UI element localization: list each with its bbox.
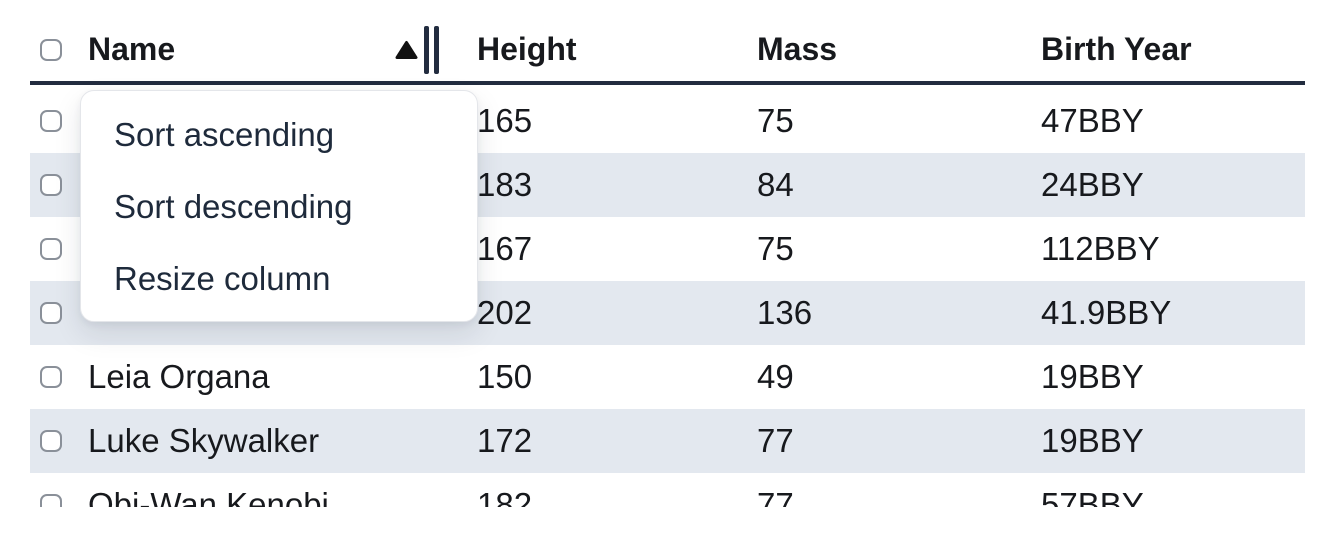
cell-mass: 49 <box>757 358 794 395</box>
row-checkbox[interactable] <box>40 110 62 132</box>
row-checkbox-cell <box>30 494 78 507</box>
cell-mass: 77 <box>757 422 794 459</box>
column-header-name-label: Name <box>88 31 176 67</box>
cell-mass: 77 <box>757 486 794 507</box>
cell-birth-year: 19BBY <box>1041 422 1144 459</box>
row-checkbox-cell <box>30 238 78 260</box>
row-checkbox[interactable] <box>40 494 62 507</box>
cell-mass: 75 <box>757 102 794 139</box>
column-header-birth-year-label: Birth Year <box>1041 31 1192 67</box>
row-checkbox-cell <box>30 430 78 452</box>
menu-item-resize-column[interactable]: Resize column <box>114 260 331 297</box>
column-header-mass[interactable]: Mass <box>757 31 1041 68</box>
cell-mass: 136 <box>757 294 813 331</box>
cell-mass: 84 <box>757 166 794 203</box>
row-checkbox[interactable] <box>40 302 62 324</box>
column-header-height-label: Height <box>477 31 577 67</box>
menu-item-sort-ascending[interactable]: Sort ascending <box>114 116 335 153</box>
column-context-menu: Sort ascending Sort descending Resize co… <box>80 90 478 322</box>
row-checkbox-cell <box>30 110 78 132</box>
column-header-height[interactable]: Height <box>477 31 757 68</box>
row-checkbox[interactable] <box>40 238 62 260</box>
cell-height: 183 <box>477 166 533 203</box>
cell-name: Leia Organa <box>88 358 270 395</box>
cell-birth-year: 41.9BBY <box>1041 294 1172 331</box>
cell-name: Obi-Wan Kenobi <box>88 486 329 507</box>
row-checkbox-cell <box>30 174 78 196</box>
cell-height: 182 <box>477 486 533 507</box>
column-header-name[interactable]: Name <box>78 25 477 74</box>
cell-height: 165 <box>477 102 533 139</box>
cell-height: 172 <box>477 422 533 459</box>
resize-bar-icon <box>434 25 439 74</box>
select-all-checkbox[interactable] <box>40 38 62 61</box>
cell-birth-year: 57BBY <box>1041 486 1144 507</box>
header-checkbox-cell <box>30 38 78 61</box>
row-checkbox[interactable] <box>40 366 62 388</box>
cell-mass: 75 <box>757 230 794 267</box>
cell-birth-year: 112BBY <box>1041 230 1160 267</box>
row-checkbox[interactable] <box>40 430 62 452</box>
table-row: Leia Organa 150 49 19BBY <box>30 345 1305 409</box>
resize-bar-icon <box>424 25 429 74</box>
cell-height: 167 <box>477 230 533 267</box>
cell-height: 150 <box>477 358 533 395</box>
sort-ascending-icon <box>395 40 418 59</box>
column-header-mass-label: Mass <box>757 31 838 67</box>
column-resize-handle[interactable] <box>424 25 439 74</box>
row-checkbox-cell <box>30 302 78 324</box>
menu-item-sort-descending[interactable]: Sort descending <box>114 188 353 225</box>
cell-name: Luke Skywalker <box>88 422 320 459</box>
cell-birth-year: 19BBY <box>1041 358 1144 395</box>
row-checkbox-cell <box>30 366 78 388</box>
row-checkbox[interactable] <box>40 174 62 196</box>
cell-birth-year: 47BBY <box>1041 102 1144 139</box>
cell-birth-year: 24BBY <box>1041 166 1144 203</box>
table-row: Obi-Wan Kenobi 182 77 57BBY <box>30 473 1305 507</box>
cell-height: 202 <box>477 294 533 331</box>
column-header-birth-year[interactable]: Birth Year <box>1041 31 1305 68</box>
table-header-row: Name Height Mass Birth Year <box>30 18 1305 85</box>
table-row: Luke Skywalker 172 77 19BBY <box>30 409 1305 473</box>
